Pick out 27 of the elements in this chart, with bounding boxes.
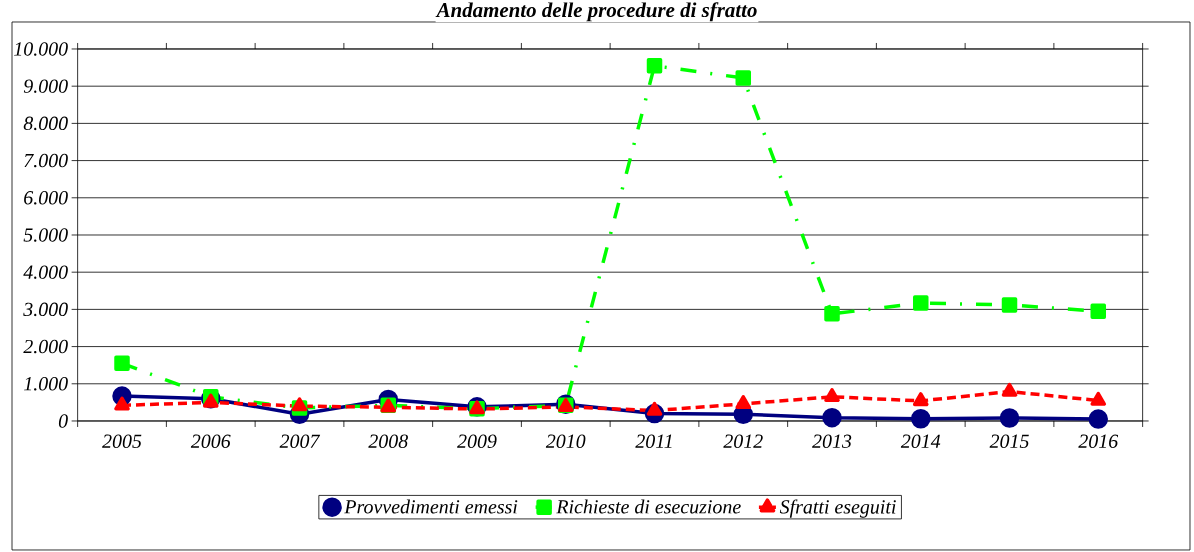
chart-title: Andamento delle procedure di sfratto bbox=[435, 2, 757, 22]
x-tick-label: 2011 bbox=[635, 434, 672, 448]
y-tick-label: 6.000 bbox=[24, 191, 68, 205]
x-tick-label: 2015 bbox=[989, 434, 1029, 448]
legend-label: Provvedimenti emessi bbox=[344, 499, 518, 514]
x-tick-label: 2007 bbox=[279, 434, 321, 448]
y-tick-label: 3.000 bbox=[23, 302, 68, 317]
x-tick-label: 2012 bbox=[723, 434, 763, 448]
y-tick-label: 2.000 bbox=[23, 339, 68, 354]
y-tick-label: 0 bbox=[58, 414, 68, 428]
y-tick-label: 7.000 bbox=[24, 153, 68, 168]
legend-label: Richieste di esecuzione bbox=[556, 499, 741, 514]
y-tick-label: 4.000 bbox=[23, 265, 68, 279]
y-tick-label: 5.000 bbox=[23, 228, 68, 242]
x-tick-label: 2009 bbox=[457, 434, 497, 448]
x-tick-label: 2006 bbox=[190, 434, 231, 448]
legend-label: Sfratti eseguiti bbox=[779, 499, 896, 518]
x-tick-label: 2013 bbox=[812, 434, 852, 448]
y-tick-label: 1.000 bbox=[23, 377, 68, 391]
x-tick-label: 2008 bbox=[368, 434, 408, 448]
x-tick-label: 2014 bbox=[900, 434, 941, 448]
x-tick-label: 2016 bbox=[1078, 434, 1119, 448]
y-tick-label: 8.000 bbox=[23, 116, 68, 131]
y-tick-label: 10.000 bbox=[14, 42, 68, 56]
x-tick-label: 2010 bbox=[545, 434, 586, 448]
y-tick-label: 9.000 bbox=[23, 79, 68, 93]
x-tick-label: 2005 bbox=[102, 434, 142, 448]
